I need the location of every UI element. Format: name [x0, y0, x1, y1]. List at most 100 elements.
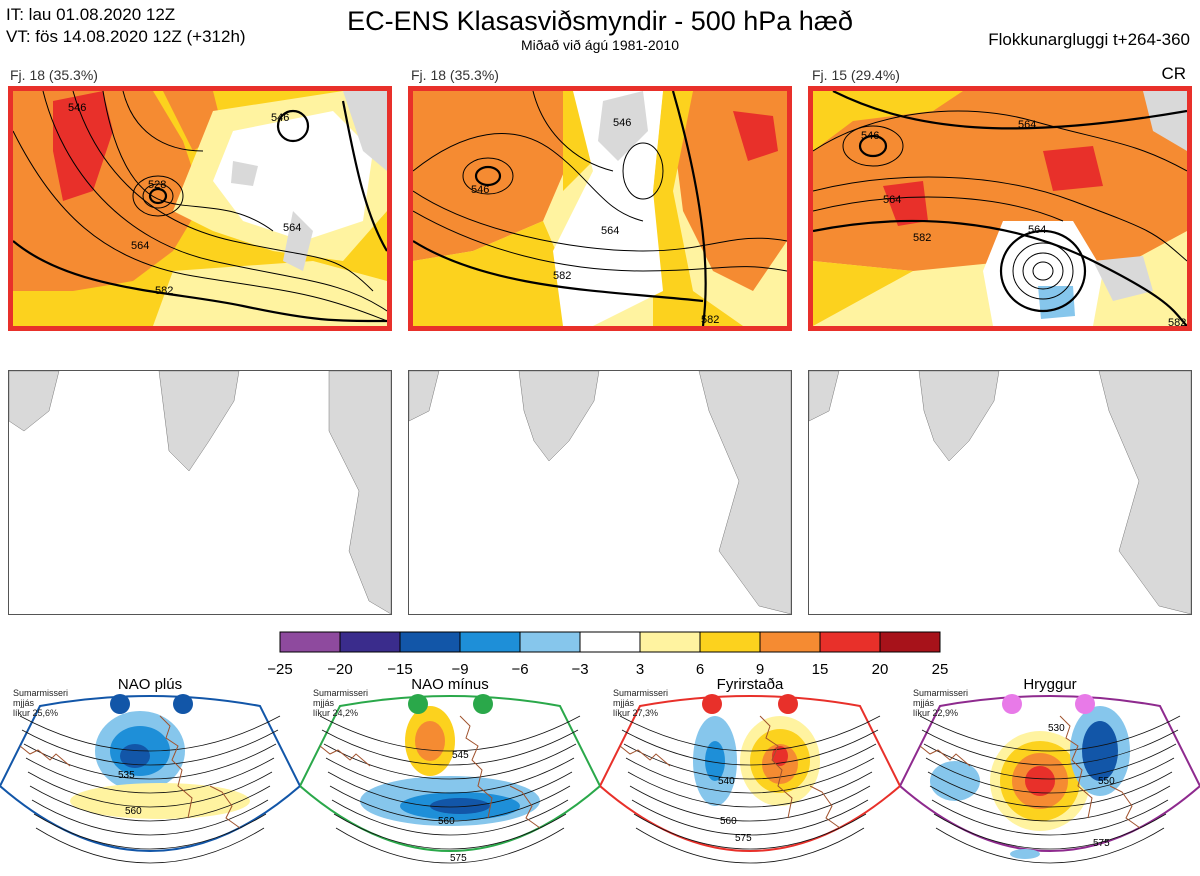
anomaly-blob [415, 721, 445, 761]
regime-meta-line: mjjás [913, 698, 935, 708]
header-dates: IT: lau 01.08.2020 12Z VT: fös 14.08.202… [6, 4, 246, 48]
coastline [19, 715, 241, 829]
contour-label: 550 [1098, 776, 1115, 787]
regime-meta-line: Sumarmisseri [313, 688, 369, 698]
regime-4[interactable]: 530 550 575 Hryggur Sumarmisseri mjjás líkur 2… [898, 676, 1200, 871]
height-contour [335, 827, 565, 864]
regime-marker-dot [1075, 694, 1095, 714]
colorbar-tick-label: −25 [267, 661, 293, 678]
height-contour [931, 799, 1169, 836]
anomaly-blob [1010, 849, 1040, 859]
contour-label: 564 [883, 194, 901, 206]
regime-marker-dot [1002, 694, 1022, 714]
regime-meta-line: mjjás [613, 698, 635, 708]
colorbar-swatch [819, 631, 881, 653]
regime-meta-line: líkur 27,3% [613, 708, 659, 718]
anomaly-field-3: 546 564 564 582 564 582 [813, 91, 1187, 326]
regime-meta-line: mjjás [13, 698, 35, 708]
regime-meta-line: Sumarmisseri [13, 688, 69, 698]
height-contour [331, 799, 569, 836]
contour-label: 582 [1168, 317, 1186, 326]
regime-name: Hryggur [1023, 676, 1077, 693]
regime-marker-dot [702, 694, 722, 714]
cluster-map-1[interactable]: 546 528 564 582 546 564 [8, 86, 392, 331]
height-contour [35, 827, 265, 864]
cluster-map-3[interactable]: 546 564 564 582 564 582 [808, 86, 1192, 331]
regime-meta-line: líkur 24,2% [313, 708, 359, 718]
regime-name: NAO plús [117, 676, 183, 693]
empty-map-2 [408, 370, 792, 615]
height-contour [323, 743, 577, 780]
contour-label: 546 [861, 130, 879, 142]
regime-marker-dot [173, 694, 193, 714]
colorbar-swatch [699, 631, 761, 653]
contour-label: 560 [438, 816, 455, 827]
coastline-map-1 [9, 371, 391, 614]
coastline [919, 715, 1141, 829]
colorbar-tick-label: 6 [695, 661, 705, 678]
height-contour [927, 771, 1173, 808]
page-subtitle: Miðað við ágú 1981-2010 [520, 37, 679, 53]
contour-label: 530 [1048, 723, 1065, 734]
contour-label: 564 [283, 222, 301, 234]
contour-label: 564 [601, 225, 619, 237]
height-contour [23, 743, 277, 780]
regime-marker-dot [408, 694, 428, 714]
height-contour [25, 757, 275, 794]
contour-label: 582 [701, 314, 719, 326]
regime-code: CR [1161, 64, 1186, 83]
regime-meta-line: líkur 25,6% [13, 708, 59, 718]
regime-meta-line: Sumarmisseri [913, 688, 969, 698]
cluster-map-2[interactable]: 546 546 564 582 582 [408, 86, 792, 331]
regime-3[interactable]: 540 560 575 Fyrirstaða Sumarmisseri mjjás líku… [598, 676, 902, 871]
regime-marker-dot [110, 694, 130, 714]
colorbar-tick-label: −20 [327, 661, 353, 678]
height-contour [29, 785, 271, 822]
contour-label: 575 [1093, 838, 1110, 849]
contour-label: 564 [1028, 224, 1046, 236]
height-contour [325, 757, 575, 794]
contour-label: 564 [1018, 119, 1036, 131]
colorbar-tick-label: 25 [931, 661, 949, 678]
height-contour [21, 729, 279, 766]
height-contour [925, 757, 1175, 794]
colorbar-swatch [279, 631, 341, 653]
regime-meta: Sumarmisseri mjjás líkur 25,6% [13, 688, 68, 718]
colorbar-tick-label: −3 [571, 661, 589, 678]
colorbar-swatches [279, 631, 941, 653]
colorbar-tick-label: 20 [871, 661, 889, 678]
height-contour [327, 771, 573, 808]
contour-label: 546 [471, 184, 489, 196]
height-contour [627, 771, 873, 808]
contour-label: 575 [735, 833, 752, 844]
anomaly-field-2: 546 546 564 582 582 [413, 91, 787, 326]
colorbar-swatch [399, 631, 461, 653]
regime-map: 545 560 575 [298, 694, 602, 864]
coastline [319, 715, 541, 829]
contour-label: 545 [452, 750, 469, 761]
contour-label: 582 [155, 285, 173, 297]
height-contour [333, 813, 567, 850]
contour-label: 540 [718, 776, 735, 787]
regime-map: 530 550 575 [898, 694, 1200, 864]
height-contour [933, 813, 1167, 850]
coastline-map-2 [409, 371, 791, 614]
regime-meta-line: Sumarmisseri [613, 688, 669, 698]
height-contour [319, 715, 581, 752]
panel-1-label: Fj. 18 (35.3%) [10, 67, 98, 83]
height-contour [633, 813, 867, 850]
regime-outline [298, 695, 602, 852]
coastline-map-3 [809, 371, 1191, 614]
regime-1[interactable]: 535 560 NAO plús Sumarmisseri mjjás líkur 25,… [0, 676, 302, 871]
regime-marker-dot [473, 694, 493, 714]
height-contour [625, 757, 875, 794]
regime-2[interactable]: 545 560 575 NAO mínus Sumarmisseri mjjás líkur… [298, 676, 602, 871]
height-contour [19, 715, 281, 752]
colorbar-tick-label: 3 [635, 661, 645, 678]
page-title: EC-ENS Klasasviðsmyndir - 500 hPa hæð [347, 6, 853, 36]
height-contour [935, 827, 1165, 864]
contour-label: 546 [271, 112, 289, 124]
regime-marker-dot [778, 694, 798, 714]
height-contour [631, 799, 869, 836]
height-contour [635, 827, 865, 864]
